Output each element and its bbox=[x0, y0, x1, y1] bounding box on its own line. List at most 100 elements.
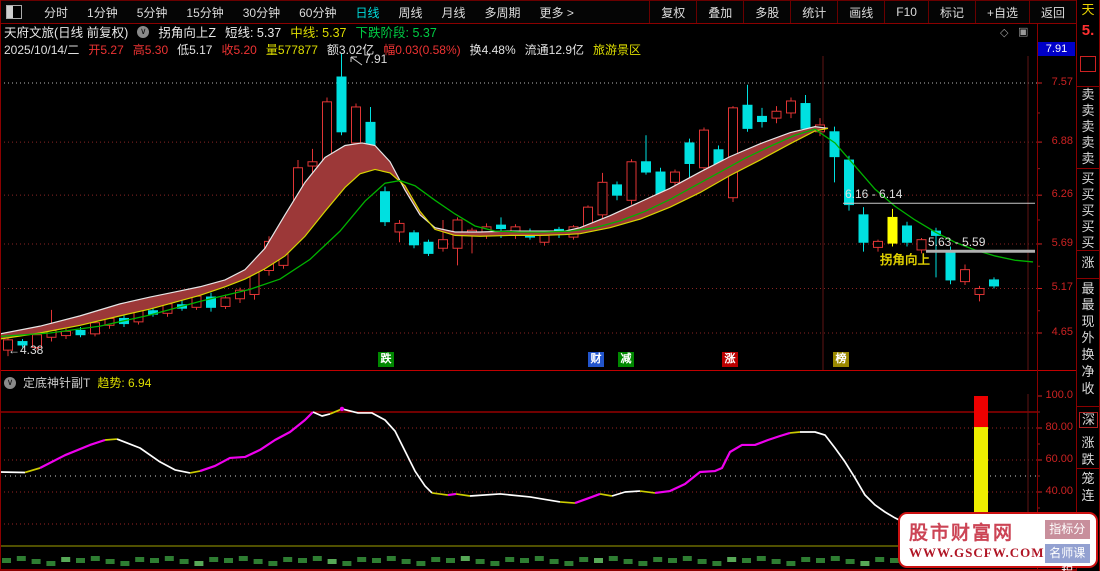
indicator-panel-header: 定底神针副T 趋势: 6.94 bbox=[4, 374, 151, 391]
menu-item-7[interactable]: 周线 bbox=[398, 5, 423, 20]
toolbar-button-0[interactable]: 复权 bbox=[649, 1, 696, 23]
stock-title[interactable]: 天府文旅(日线 前复权) bbox=[4, 26, 129, 40]
sidebar-separator bbox=[1077, 278, 1099, 279]
menu-item-6[interactable]: 日线 bbox=[355, 5, 380, 20]
candle bbox=[771, 110, 782, 119]
sidebar-label-14: 最 bbox=[1081, 281, 1095, 296]
quote-info-bar: 2025/10/14/二 开5.27 高5.30 低5.17 收5.20 量577877 额… bbox=[4, 41, 641, 57]
menu-item-2[interactable]: 5分钟 bbox=[136, 5, 168, 20]
candle bbox=[61, 330, 71, 337]
candle bbox=[829, 131, 840, 158]
watermark-url: WWW.GSCFW.COM bbox=[909, 545, 1045, 560]
sidebar-label-1: 5. bbox=[1081, 22, 1095, 39]
menu-item-3[interactable]: 15分钟 bbox=[186, 5, 224, 20]
candle bbox=[496, 224, 506, 230]
sidebar-label-13: 涨 bbox=[1081, 255, 1095, 270]
bottom-frame-line bbox=[0, 569, 1100, 571]
candle bbox=[641, 161, 651, 173]
candle bbox=[380, 191, 390, 223]
menu-item-0[interactable]: 分时 bbox=[44, 5, 69, 20]
toolbar-button-1[interactable]: 叠加 bbox=[696, 1, 743, 23]
quote-field-0: 2025/10/14/二 bbox=[4, 43, 80, 57]
toolbar-button-7[interactable]: +自选 bbox=[974, 1, 1029, 23]
collapse-circle-icon[interactable] bbox=[4, 376, 16, 389]
candle bbox=[539, 234, 550, 243]
sidebar-label-10: 买 bbox=[1081, 203, 1095, 218]
candle bbox=[800, 103, 811, 129]
sidebar-label-18: 换 bbox=[1081, 347, 1095, 362]
sidebar-label-5: 卖 bbox=[1081, 119, 1095, 134]
candle bbox=[17, 341, 28, 346]
sub-axis-label-3: 40.00 bbox=[1045, 485, 1073, 497]
main-axis-label-1: 6.88 bbox=[1051, 135, 1073, 148]
quote-field-6: 额3.02亿 bbox=[326, 43, 375, 57]
candle bbox=[409, 232, 419, 246]
main-axis-label-0: 7.57 bbox=[1051, 76, 1073, 88]
candle bbox=[670, 171, 680, 183]
candle bbox=[757, 115, 767, 123]
collapse-circle-icon[interactable] bbox=[137, 25, 150, 38]
diamond-icon[interactable]: ◇ bbox=[1000, 27, 1009, 39]
peak-price-annotation: 7.91 bbox=[364, 52, 388, 66]
quote-field-5: 量577877 bbox=[265, 43, 318, 57]
sidebar-label-20: 收 bbox=[1081, 381, 1095, 396]
sidebar-label-24: 笼 bbox=[1081, 471, 1095, 486]
candle bbox=[945, 251, 956, 281]
candle bbox=[974, 287, 985, 295]
range-low-annotation: 5.63 - 5.59 bbox=[928, 235, 986, 249]
toolbar-button-8[interactable]: 返回 bbox=[1028, 1, 1076, 23]
indicator-panel-name[interactable]: 定底神针副T bbox=[23, 376, 91, 390]
menu-item-1[interactable]: 1分钟 bbox=[87, 5, 118, 20]
candle bbox=[32, 334, 42, 349]
pane-icon[interactable]: ▣ bbox=[1018, 26, 1029, 38]
menu-item-10[interactable]: 更多 > bbox=[539, 5, 574, 20]
highlight-candle bbox=[887, 216, 898, 244]
market-badge-4: 榜 bbox=[833, 352, 849, 367]
candle bbox=[307, 161, 318, 167]
sidebar-label-17: 外 bbox=[1081, 330, 1095, 345]
candle bbox=[351, 106, 361, 144]
candle bbox=[858, 214, 869, 243]
indicator-name[interactable]: 拐角向上Z bbox=[158, 26, 216, 40]
toolbar-button-2[interactable]: 多股 bbox=[743, 1, 790, 23]
menu-item-9[interactable]: 多周期 bbox=[484, 5, 521, 20]
candle bbox=[597, 181, 608, 216]
candle bbox=[960, 269, 970, 283]
signal-annotation: 拐角向上 bbox=[880, 253, 931, 267]
sidebar-label-3: 卖 bbox=[1081, 87, 1095, 102]
sidebar-label-22: 涨 bbox=[1081, 435, 1095, 450]
menu-item-4[interactable]: 30分钟 bbox=[242, 5, 281, 20]
period-menu: 分时 1分钟 5分钟 15分钟 30分钟 60分钟 日线 周线 月线 多周期 更多 > bbox=[44, 4, 574, 21]
quote-field-9: 流通12.9亿 bbox=[524, 43, 585, 57]
sidebar-label-12: 买 bbox=[1081, 235, 1095, 250]
candle bbox=[742, 104, 753, 129]
sub-axis-label-2: 60.00 bbox=[1045, 453, 1073, 465]
sub-axis-label-0: 100.0 bbox=[1045, 389, 1073, 401]
market-badge-1: 财 bbox=[588, 352, 604, 367]
main-axis-label-3: 5.69 bbox=[1051, 236, 1073, 249]
candle bbox=[336, 76, 347, 133]
toolbar-button-3[interactable]: 统计 bbox=[790, 1, 837, 23]
sidebar-label-7: 卖 bbox=[1081, 151, 1095, 166]
candle bbox=[626, 161, 637, 201]
sidebar-separator bbox=[1077, 86, 1099, 87]
sidebar-label-11: 买 bbox=[1081, 219, 1095, 234]
toolbar-button-6[interactable]: 标记 bbox=[927, 1, 975, 23]
candle bbox=[728, 107, 738, 199]
panel-layout-icon[interactable] bbox=[6, 5, 22, 19]
toolbar-button-4[interactable]: 画线 bbox=[837, 1, 884, 23]
menu-item-8[interactable]: 月线 bbox=[441, 5, 466, 20]
candle bbox=[90, 322, 100, 335]
sidebar-label-25: 连 bbox=[1081, 488, 1095, 503]
mid-line-value: 中线: 5.37 bbox=[290, 26, 347, 40]
candle bbox=[989, 279, 999, 287]
candle bbox=[220, 297, 231, 307]
quote-field-4: 收5.20 bbox=[221, 43, 257, 57]
toolbar-button-5[interactable]: F10 bbox=[884, 1, 928, 23]
sidebar-label-21: 深 bbox=[1079, 412, 1098, 428]
candle bbox=[206, 296, 216, 308]
menu-item-5[interactable]: 60分钟 bbox=[299, 5, 337, 20]
market-badge-0: 跌 bbox=[378, 352, 394, 367]
main-axis-label-2: 6.26 bbox=[1051, 188, 1073, 201]
